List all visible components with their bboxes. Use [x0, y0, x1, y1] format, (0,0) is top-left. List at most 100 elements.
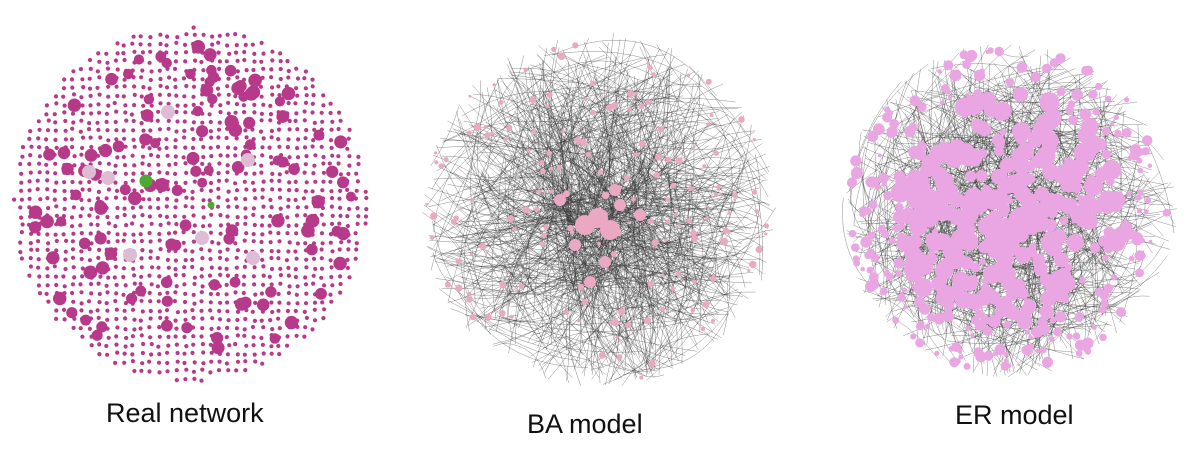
- node: [883, 191, 893, 201]
- edge: [588, 97, 736, 109]
- node: [157, 68, 162, 73]
- node: [191, 292, 196, 297]
- node: [321, 161, 326, 166]
- edge: [592, 360, 617, 370]
- node: [293, 197, 298, 203]
- node: [79, 249, 84, 254]
- node: [95, 308, 100, 313]
- node: [130, 307, 136, 312]
- edge: [632, 231, 751, 288]
- node: [338, 213, 343, 218]
- node: [329, 265, 334, 270]
- node: [1147, 163, 1153, 168]
- node: [166, 265, 171, 270]
- node: [1105, 177, 1115, 186]
- edge: [673, 291, 756, 317]
- hub-node: [336, 227, 350, 241]
- node: [216, 40, 221, 45]
- node: [148, 77, 153, 83]
- node: [940, 84, 950, 94]
- node: [242, 274, 247, 279]
- node: [209, 135, 214, 140]
- node: [209, 212, 214, 217]
- node: [28, 241, 33, 246]
- node: [860, 236, 872, 248]
- node: [704, 216, 709, 221]
- node: [115, 232, 120, 237]
- node: [114, 291, 119, 296]
- node: [303, 86, 308, 91]
- hub-node: [599, 256, 611, 268]
- node: [329, 189, 334, 194]
- node: [250, 42, 255, 47]
- node: [225, 32, 230, 37]
- edge: [465, 314, 617, 354]
- hub-node: [43, 148, 56, 161]
- small-node-layer: [12, 25, 369, 383]
- edge: [527, 87, 571, 289]
- node: [174, 326, 179, 331]
- node: [1039, 304, 1054, 320]
- node: [138, 281, 143, 286]
- edge: [956, 308, 1085, 360]
- node: [234, 265, 239, 270]
- hub-node: [80, 314, 92, 326]
- node: [303, 213, 308, 218]
- node: [190, 145, 196, 150]
- node: [233, 181, 238, 186]
- node: [36, 265, 41, 270]
- node: [918, 303, 930, 314]
- node: [747, 269, 751, 273]
- node: [63, 137, 68, 142]
- node: [138, 34, 143, 39]
- node: [216, 368, 222, 373]
- node: [115, 41, 120, 46]
- hub-node: [231, 161, 245, 174]
- edge: [580, 123, 681, 256]
- node: [354, 247, 359, 252]
- edge: [922, 324, 1085, 338]
- node: [96, 255, 101, 260]
- node: [1012, 156, 1026, 171]
- node: [268, 214, 273, 219]
- edge: [529, 64, 570, 100]
- edge: [541, 198, 609, 220]
- node: [338, 274, 343, 279]
- node: [347, 275, 352, 280]
- node: [690, 229, 697, 237]
- node: [164, 43, 169, 48]
- hub-node: [84, 148, 98, 162]
- node: [165, 369, 170, 374]
- node: [250, 180, 256, 185]
- node: [1124, 97, 1130, 103]
- node: [182, 128, 187, 133]
- node: [192, 223, 197, 228]
- edge: [487, 87, 644, 122]
- node: [870, 253, 880, 263]
- node: [217, 308, 222, 314]
- node: [45, 266, 50, 271]
- node: [328, 258, 333, 263]
- node: [473, 123, 481, 131]
- node: [173, 145, 178, 150]
- edge: [471, 80, 481, 138]
- node: [209, 154, 214, 159]
- node: [147, 325, 152, 330]
- node: [64, 238, 69, 243]
- edge: [646, 265, 728, 381]
- edge: [454, 87, 492, 239]
- node: [303, 136, 308, 141]
- node: [61, 86, 67, 91]
- node: [337, 196, 342, 201]
- node: [295, 301, 300, 306]
- node: [1120, 221, 1133, 234]
- node: [87, 213, 92, 218]
- node: [62, 103, 67, 108]
- node: [199, 59, 204, 65]
- node: [88, 231, 93, 236]
- node: [563, 190, 570, 198]
- edge: [471, 222, 577, 284]
- node: [268, 240, 273, 245]
- edge: [857, 121, 904, 264]
- node: [252, 265, 257, 270]
